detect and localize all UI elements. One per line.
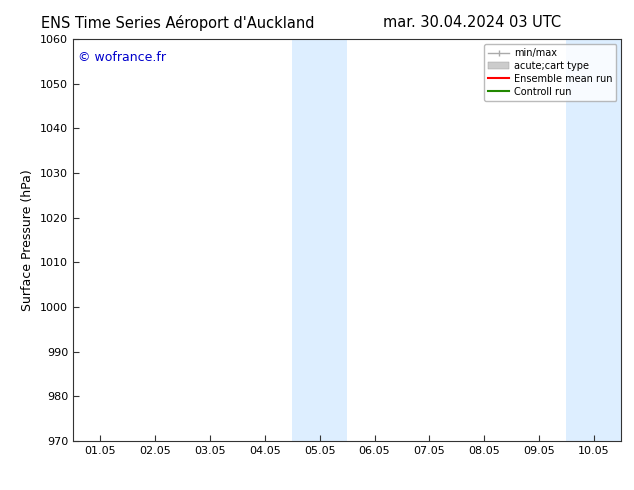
Y-axis label: Surface Pressure (hPa): Surface Pressure (hPa): [22, 169, 34, 311]
Bar: [567, 39, 621, 441]
Legend: min/max, acute;cart type, Ensemble mean run, Controll run: min/max, acute;cart type, Ensemble mean …: [484, 44, 616, 100]
Text: © wofrance.fr: © wofrance.fr: [79, 51, 166, 64]
Text: mar. 30.04.2024 03 UTC: mar. 30.04.2024 03 UTC: [384, 15, 561, 30]
Bar: [292, 39, 347, 441]
Text: ENS Time Series Aéroport d'Auckland: ENS Time Series Aéroport d'Auckland: [41, 15, 314, 31]
